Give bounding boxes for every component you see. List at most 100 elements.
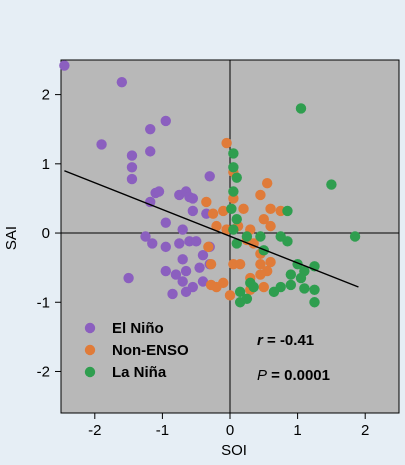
- data-point-series-1: [205, 258, 217, 270]
- data-point-series-1: [234, 258, 246, 270]
- data-point-series-0: [140, 231, 151, 242]
- y-tick-label: -2: [37, 363, 50, 380]
- data-point-series-2: [309, 297, 320, 308]
- y-tick-label: -1: [37, 294, 50, 311]
- data-point-series-2: [231, 238, 242, 249]
- data-point-series-1: [221, 137, 232, 149]
- data-point-series-0: [126, 150, 138, 161]
- data-point-series-0: [160, 217, 171, 228]
- data-point-series-2: [234, 297, 246, 308]
- legend-marker: [84, 322, 96, 334]
- p-annotation: P = 0.0001: [257, 367, 330, 384]
- data-point-series-0: [147, 238, 158, 249]
- data-point-series-2: [241, 231, 253, 242]
- data-point-series-2: [234, 286, 246, 298]
- data-point-series-0: [197, 276, 209, 287]
- data-point-series-2: [268, 286, 280, 298]
- legend-marker: [84, 344, 96, 356]
- data-point-series-1: [258, 281, 269, 293]
- p-value: = 0.0001: [267, 367, 330, 384]
- x-tick-label: 1: [293, 422, 301, 439]
- data-point-series-2: [228, 186, 239, 197]
- data-point-series-0: [180, 286, 192, 298]
- data-point-series-2: [282, 236, 293, 247]
- data-point-series-0: [126, 173, 138, 185]
- y-tick-label: 2: [42, 87, 50, 104]
- data-point-series-1: [265, 220, 276, 232]
- data-point-series-1: [255, 258, 266, 270]
- data-point-series-0: [197, 249, 209, 261]
- x-axis: -2 -1 0 1 2: [88, 413, 369, 439]
- data-point-series-0: [145, 124, 156, 135]
- y-tick-label: 1: [42, 156, 50, 173]
- data-point-series-2: [228, 148, 239, 159]
- data-point-series-0: [177, 224, 188, 235]
- legend-label: Non-ENSO: [112, 342, 189, 359]
- data-point-series-1: [255, 269, 266, 280]
- y-axis: -2 -1 0 1 2: [37, 87, 61, 380]
- data-point-series-1: [211, 220, 222, 232]
- y-axis-label: SAI: [3, 226, 20, 250]
- regression-line: [64, 170, 359, 288]
- data-point-series-2: [226, 203, 237, 215]
- data-point-series-2: [228, 162, 239, 173]
- data-point-series-1: [205, 279, 217, 291]
- data-point-series-0: [153, 186, 165, 197]
- data-point-series-2: [228, 224, 239, 235]
- legend: El Niño Non-ENSO La Niña: [84, 320, 189, 381]
- r-annotation: r = -0.41: [257, 332, 314, 349]
- data-point-series-0: [123, 272, 134, 284]
- data-point-series-2: [231, 213, 242, 225]
- data-point-series-0: [180, 265, 192, 277]
- data-point-series-1: [265, 256, 276, 268]
- data-point-series-2: [326, 179, 337, 190]
- data-point-series-2: [231, 172, 242, 183]
- x-tick-label: 2: [361, 422, 369, 439]
- data-point-series-0: [126, 162, 138, 173]
- data-point-series-2: [282, 205, 293, 217]
- x-tick-label: -1: [156, 422, 169, 439]
- data-point-series-0: [177, 276, 188, 287]
- data-point-series-0: [187, 193, 199, 204]
- data-point-series-1: [258, 213, 269, 225]
- data-point-series-1: [201, 196, 212, 208]
- data-point-series-2: [295, 272, 307, 284]
- data-point-series-0: [194, 262, 205, 273]
- data-point-series-0: [187, 205, 199, 217]
- data-point-series-2: [285, 269, 297, 280]
- x-tick-label: -2: [88, 422, 101, 439]
- data-point-series-2: [295, 103, 307, 114]
- data-point-series-0: [170, 269, 182, 280]
- data-point-series-0: [191, 236, 202, 247]
- r-value: = -0.41: [263, 332, 314, 349]
- data-point-series-2: [309, 284, 320, 295]
- data-point-series-0: [145, 196, 156, 208]
- data-point-series-1: [261, 178, 273, 189]
- data-point-series-0: [116, 76, 128, 88]
- legend-label: El Niño: [112, 320, 164, 337]
- x-tick-label: 0: [226, 422, 234, 439]
- data-point-series-0: [160, 265, 171, 277]
- data-point-series-0: [204, 171, 215, 182]
- y-tick-label: 0: [42, 225, 50, 242]
- data-point-series-1: [238, 203, 249, 215]
- data-point-series-1: [218, 205, 229, 217]
- data-point-series-1: [224, 290, 236, 301]
- data-point-series-1: [203, 241, 214, 253]
- data-point-series-0: [174, 238, 185, 249]
- x-axis-label: SOI: [221, 442, 247, 459]
- data-point-series-1: [207, 208, 219, 219]
- legend-marker: [84, 366, 96, 378]
- data-point-series-0: [96, 139, 107, 150]
- data-point-series-0: [177, 254, 188, 265]
- legend-label: La Niña: [112, 364, 167, 381]
- data-point-series-1: [265, 203, 276, 215]
- regression-layer: [64, 170, 359, 288]
- data-point-series-0: [145, 146, 156, 157]
- data-point-series-2: [349, 231, 361, 242]
- data-point-series-2: [255, 231, 266, 242]
- data-point-series-0: [59, 60, 70, 71]
- points-layer: [59, 60, 361, 308]
